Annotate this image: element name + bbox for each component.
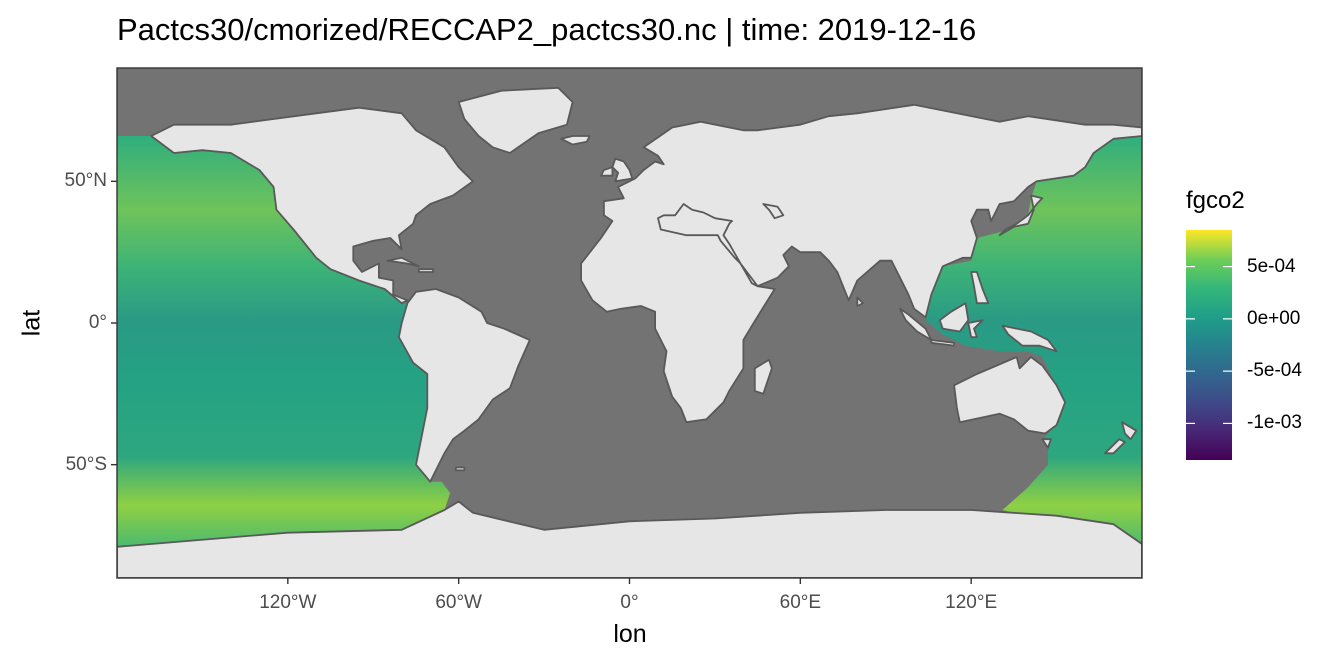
land-polygons: [117, 86, 1142, 578]
new-guinea: [1001, 324, 1058, 353]
chart-title: Pactcs30/cmorized/RECCAP2_pactcs30.nc | …: [117, 12, 977, 47]
x-tick-label: 60°W: [435, 592, 482, 613]
colorbar-label: 5e-04: [1247, 255, 1296, 277]
x-tick-label: 0°: [620, 592, 639, 613]
sulawesi: [967, 319, 984, 339]
arabian-cutout: [657, 203, 759, 288]
java: [930, 339, 955, 347]
greenland: [457, 86, 574, 154]
borneo: [938, 302, 970, 333]
pacific-east-field: [117, 136, 451, 547]
antarctica: [117, 500, 1142, 578]
x-tick-label: 120°W: [259, 592, 317, 613]
axis-tick-marks: [111, 180, 972, 584]
new-zealand-south: [1104, 438, 1126, 455]
x-axis-label: lon: [613, 620, 647, 648]
y-axis-label: lat: [17, 309, 46, 337]
colorbar-label: -5e-04: [1247, 360, 1302, 382]
australia: [953, 356, 1066, 435]
hispaniola: [417, 268, 434, 273]
y-tick-label: 50°N: [64, 170, 107, 192]
colorbar: [1186, 230, 1232, 460]
new-zealand-north: [1121, 421, 1138, 441]
tasmania: [1041, 438, 1052, 449]
africa-eurasia: [580, 103, 1142, 424]
cuba: [386, 256, 420, 268]
japan: [998, 194, 1044, 237]
sri-lanka: [856, 296, 864, 307]
ireland: [600, 166, 614, 177]
colorbar-ticks: [1186, 265, 1232, 425]
falklands: [454, 466, 466, 472]
colorbar-label: 0e+00: [1247, 307, 1301, 329]
philippines: [970, 271, 990, 305]
colorbar-label: -1e-03: [1247, 412, 1302, 434]
x-tick-label: 60°E: [779, 592, 822, 613]
north-america: [150, 106, 474, 305]
y-tick-label: 50°S: [65, 453, 107, 475]
south-america: [397, 288, 531, 483]
y-tick-label: 0°: [88, 312, 107, 333]
caspian-sea: [762, 203, 785, 220]
iceland: [560, 135, 591, 146]
uk: [611, 157, 634, 183]
x-tick-label: 120°E: [945, 592, 998, 613]
legend-title: fgco2: [1186, 187, 1245, 214]
madagascar: [753, 358, 773, 395]
